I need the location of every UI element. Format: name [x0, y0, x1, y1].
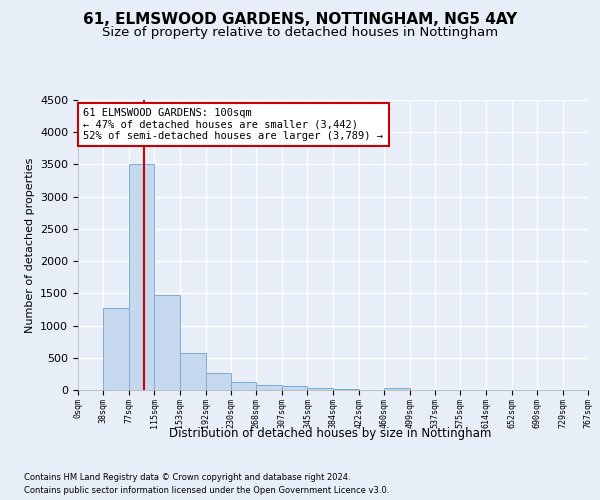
Bar — [231, 382, 256, 390]
Bar — [129, 164, 154, 390]
Text: 61 ELMSWOOD GARDENS: 100sqm
← 47% of detached houses are smaller (3,442)
52% of : 61 ELMSWOOD GARDENS: 100sqm ← 47% of det… — [83, 108, 383, 141]
Bar — [256, 385, 282, 390]
Bar — [206, 372, 231, 390]
Text: Contains HM Land Registry data © Crown copyright and database right 2024.: Contains HM Land Registry data © Crown c… — [24, 472, 350, 482]
Bar — [180, 354, 206, 390]
Text: 61, ELMSWOOD GARDENS, NOTTINGHAM, NG5 4AY: 61, ELMSWOOD GARDENS, NOTTINGHAM, NG5 4A… — [83, 12, 517, 28]
Bar — [282, 386, 307, 390]
Bar — [307, 388, 334, 390]
Text: Contains public sector information licensed under the Open Government Licence v3: Contains public sector information licen… — [24, 486, 389, 495]
Y-axis label: Number of detached properties: Number of detached properties — [25, 158, 35, 332]
Bar — [154, 294, 180, 390]
Bar — [384, 388, 410, 390]
Text: Distribution of detached houses by size in Nottingham: Distribution of detached houses by size … — [169, 428, 491, 440]
Bar — [103, 308, 129, 390]
Text: Size of property relative to detached houses in Nottingham: Size of property relative to detached ho… — [102, 26, 498, 39]
